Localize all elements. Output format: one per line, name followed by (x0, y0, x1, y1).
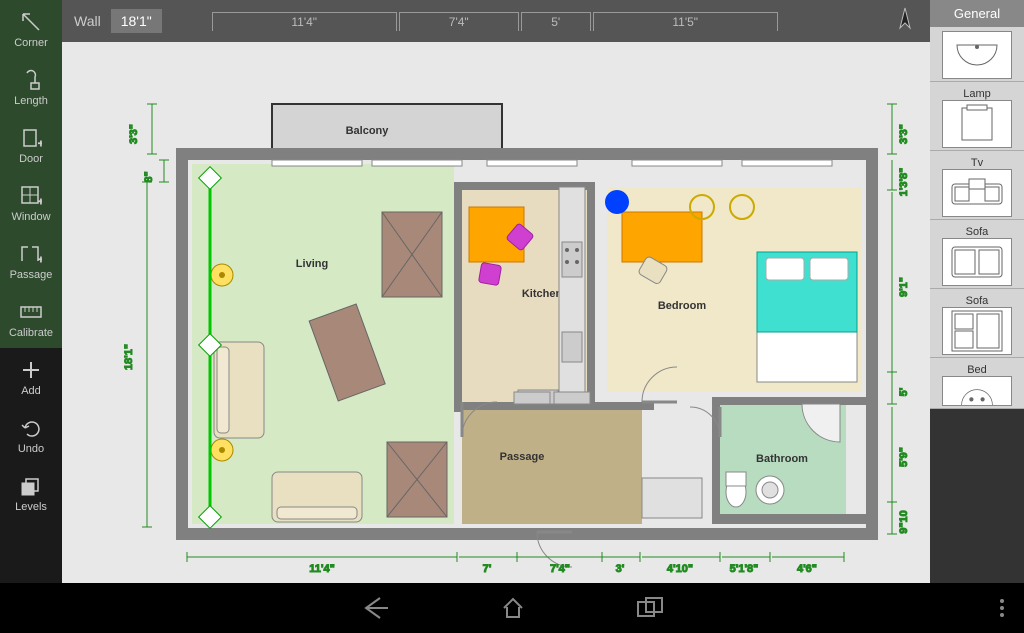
top-bar: Wall 18'1" 11'4" 7'4" 5' 11'5" (62, 0, 930, 42)
bed-icon (942, 376, 1012, 406)
levels-icon (19, 474, 43, 498)
top-dim: 5' (521, 12, 591, 31)
svg-text:+: + (38, 197, 42, 207)
wall-label: Wall (74, 13, 101, 29)
recents-icon[interactable] (636, 596, 664, 620)
palette-label: Sofa (966, 226, 989, 238)
left-toolbar: Corner Length + Door + Window + Passage … (0, 0, 62, 348)
back-icon[interactable] (360, 594, 390, 622)
svg-text:4'10": 4'10" (667, 563, 693, 575)
svg-text:3'3": 3'3" (898, 124, 910, 144)
svg-text:11'4": 11'4" (309, 563, 335, 575)
palette-label: Tv (971, 157, 983, 169)
palette-item-sofa-l[interactable]: Sofa (930, 289, 1024, 358)
wall-value[interactable]: 18'1" (111, 9, 162, 33)
palette-header[interactable]: General (930, 0, 1024, 27)
palette-item-tv[interactable]: Tv (930, 151, 1024, 220)
svg-text:+: + (38, 255, 42, 265)
svg-text:5': 5' (898, 387, 910, 396)
calibrate-icon (19, 300, 43, 324)
palette-item-bed[interactable]: Bed (930, 358, 1024, 409)
svg-text:18'1": 18'1" (123, 344, 135, 370)
room-label-balcony: Balcony (346, 125, 390, 137)
top-dimensions: 11'4" 7'4" 5' 11'5" (212, 12, 778, 31)
svg-text:+: + (38, 139, 42, 149)
top-dim: 11'5" (593, 12, 778, 31)
tool-corner[interactable]: Corner (0, 0, 62, 58)
door-icon: + (19, 126, 43, 150)
svg-text:1'3'8": 1'3'8" (898, 168, 910, 197)
room-label-passage: Passage (500, 451, 545, 463)
svg-text:5'9": 5'9" (898, 447, 910, 467)
tool-label: Add (21, 385, 41, 397)
palette-label: Sofa (966, 295, 989, 307)
palette-label: Bed (967, 364, 987, 376)
svg-text:4'6": 4'6" (797, 563, 817, 575)
floorplan-canvas[interactable]: Balcony Living Kitchen Bedroom Passage B… (62, 42, 930, 583)
sofa-l-icon (942, 307, 1012, 355)
tv-icon (942, 169, 1012, 217)
room-label-bathroom: Bathroom (756, 453, 808, 465)
tool-label: Window (11, 211, 50, 223)
svg-text:7': 7' (483, 563, 492, 575)
corner-icon (19, 10, 43, 34)
tool-label: Corner (14, 37, 48, 49)
svg-text:3'3": 3'3" (128, 124, 140, 144)
compass-icon[interactable] (890, 6, 920, 36)
room-label-bedroom: Bedroom (658, 300, 707, 312)
room-label-living: Living (296, 258, 328, 270)
tool-label: Undo (18, 443, 44, 455)
palette-item-halfcircle[interactable] (930, 27, 1024, 82)
passage-icon: + (19, 242, 43, 266)
palette-item-sofa[interactable]: Sofa (930, 220, 1024, 289)
tool-window[interactable]: + Window (0, 174, 62, 232)
android-nav-bar (0, 583, 1024, 633)
palette-item-lamp[interactable]: Lamp (930, 82, 1024, 151)
home-icon[interactable] (500, 595, 526, 621)
tool-label: Calibrate (9, 327, 53, 339)
tool-label: Door (19, 153, 43, 165)
svg-text:7'4": 7'4" (550, 563, 570, 575)
halfcircle-icon (942, 31, 1012, 79)
palette-label: Lamp (963, 88, 991, 100)
menu-icon[interactable] (1000, 599, 1004, 617)
tool-label: Levels (15, 501, 47, 513)
tool-add[interactable]: Add (0, 348, 62, 406)
left-toolbar-dark: Add Undo Levels (0, 348, 62, 583)
add-icon (19, 358, 43, 382)
furniture-palette: General Lamp Tv Sofa Sofa Bed (930, 0, 1024, 583)
room-label-kitchen: Kitchen (522, 288, 563, 300)
tool-door[interactable]: + Door (0, 116, 62, 174)
tool-label: Passage (10, 269, 53, 281)
svg-text:5'1'8": 5'1'8" (730, 563, 759, 575)
svg-text:9"10: 9"10 (898, 510, 910, 534)
sofa-icon (942, 238, 1012, 286)
undo-icon (19, 416, 43, 440)
lamp-icon (942, 100, 1012, 148)
tool-passage[interactable]: + Passage (0, 232, 62, 290)
tool-calibrate[interactable]: Calibrate (0, 290, 62, 348)
svg-text:8": 8" (143, 171, 155, 182)
top-dim: 7'4" (399, 12, 519, 31)
tool-length[interactable]: Length (0, 58, 62, 116)
tool-levels[interactable]: Levels (0, 464, 62, 522)
svg-text:9'1": 9'1" (898, 277, 910, 297)
tool-undo[interactable]: Undo (0, 406, 62, 464)
svg-text:3': 3' (616, 563, 625, 575)
top-dim: 11'4" (212, 12, 397, 31)
length-icon (19, 68, 43, 92)
tool-label: Length (14, 95, 48, 107)
window-icon: + (19, 184, 43, 208)
